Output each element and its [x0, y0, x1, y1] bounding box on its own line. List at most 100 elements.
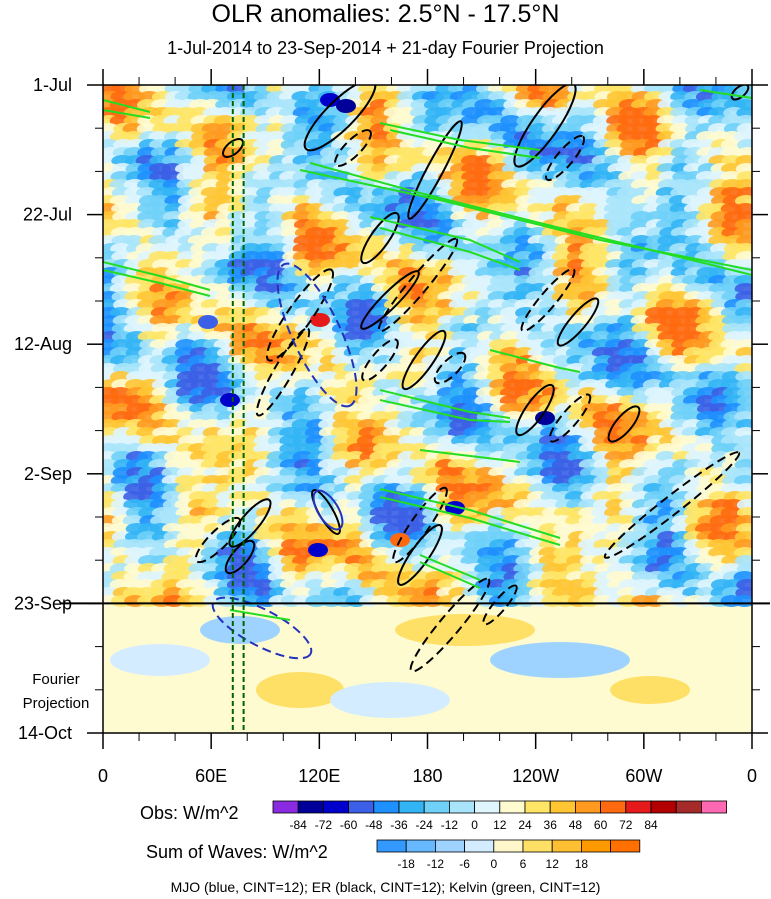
- colorbar-tick-label: 12: [546, 857, 560, 871]
- colorbar-swatch: [522, 839, 553, 853]
- er-contour: [361, 338, 399, 382]
- kelvin-contour: [379, 488, 561, 539]
- er-contour: [222, 138, 244, 158]
- er-contour: [607, 405, 641, 443]
- colorbar-swatch: [373, 800, 400, 814]
- kelvin-contour: [379, 399, 511, 423]
- kelvin-contour: [299, 169, 752, 271]
- kelvin-contour: [379, 496, 561, 546]
- x-tick-label: 60E: [195, 766, 227, 786]
- kelvin-contour: [309, 162, 752, 276]
- er-contour: [397, 524, 443, 586]
- colorbar-swatch: [551, 839, 582, 853]
- colorbar-tick-label: 48: [569, 818, 583, 832]
- forecast-blob: [200, 616, 280, 644]
- colorbar-swatch: [348, 800, 375, 814]
- kelvin-contour: [699, 89, 752, 99]
- colorbar-tick-label: 0: [471, 818, 478, 832]
- kelvin-contour: [419, 449, 521, 463]
- er-contour: [194, 516, 242, 564]
- colorbar-tick-label: 84: [644, 818, 658, 832]
- colorbar-tick-label: -60: [340, 818, 358, 832]
- colorbar-swatch: [675, 800, 702, 814]
- field-core: [320, 93, 340, 107]
- kelvin-contour: [489, 349, 581, 373]
- field-core: [308, 543, 328, 557]
- field-core: [198, 315, 218, 329]
- kelvin-contour: [379, 227, 521, 271]
- x-axis: 0 60E 120E 180 120W 60W 0: [98, 69, 757, 786]
- er-contour: [360, 270, 420, 330]
- colorbar-tick-label: 24: [518, 818, 532, 832]
- waves-colorbar-label: Sum of Waves: W/m^2: [146, 842, 328, 862]
- x-tick-label: 0: [98, 766, 108, 786]
- colorbar-tick-label: 72: [619, 818, 633, 832]
- y-tick-label: 22-Jul: [23, 205, 72, 225]
- er-contour: [265, 268, 335, 362]
- colorbar-swatch: [600, 800, 627, 814]
- kelvin-contour: [103, 269, 211, 297]
- colorbar-tick-label: -48: [365, 818, 383, 832]
- forecast-blob: [490, 642, 630, 678]
- er-contour: [482, 584, 518, 626]
- y-tick-label: 14-Oct: [18, 723, 72, 743]
- colorbar-tick-label: -72: [315, 818, 333, 832]
- kelvin-contour: [379, 389, 511, 419]
- y-tick-label: 1-Jul: [33, 75, 72, 95]
- legend-footer: MJO (blue, CINT=12); ER (black, CINT=12)…: [170, 879, 601, 895]
- colorbar-swatch: [405, 839, 436, 853]
- colorbar-tick-label: -36: [390, 818, 408, 832]
- er-contour: [548, 393, 592, 443]
- kelvin-contour: [369, 216, 521, 263]
- y-tick-label: 12-Aug: [14, 334, 72, 354]
- colorbar-swatch: [610, 839, 641, 853]
- colorbar-swatch: [448, 800, 475, 814]
- colorbar-tick-label: 0: [490, 857, 497, 871]
- colorbar-tick-label: 6: [520, 857, 527, 871]
- colorbar-swatch: [376, 839, 407, 853]
- colorbar-tick-label: -84: [290, 818, 308, 832]
- y-tick-label: 2-Sep: [24, 464, 72, 484]
- er-contour: [513, 85, 577, 168]
- colorbar-swatch: [434, 839, 465, 853]
- olr-anomaly-field: [103, 85, 752, 733]
- colorbar-swatch: [575, 800, 602, 814]
- chart-title: OLR anomalies: 2.5°N - 17.5°N: [211, 0, 560, 28]
- x-tick-label: 180: [412, 766, 442, 786]
- er-contour: [377, 237, 459, 333]
- er-contour: [407, 120, 463, 220]
- kelvin-contour: [419, 561, 481, 589]
- forecast-label-line2: Projection: [23, 695, 90, 712]
- colorbar-tick-label: -6: [459, 857, 470, 871]
- kelvin-contour: [103, 261, 211, 291]
- field-core: [535, 411, 555, 425]
- colorbar-swatch: [701, 800, 728, 814]
- er-contour: [515, 383, 555, 437]
- colorbar-tick-label: -24: [416, 818, 434, 832]
- colorbar-swatch: [650, 800, 677, 814]
- waves-colorbar: -18 -12 -6 0 6 12 18: [376, 839, 641, 871]
- er-contour: [334, 129, 372, 167]
- colorbar-swatch: [474, 800, 501, 814]
- colorbar-tick-label: 36: [544, 818, 558, 832]
- colorbar-swatch: [499, 800, 526, 814]
- colorbar-tick-label: 18: [575, 857, 589, 871]
- er-contour: [556, 297, 600, 347]
- colorbar-swatch: [464, 839, 495, 853]
- er-contour: [433, 351, 467, 385]
- kelvin-contour: [103, 109, 151, 119]
- colorbar-tick-label: -12: [427, 857, 445, 871]
- x-tick-label: 120E: [298, 766, 340, 786]
- y-axis: 1-Jul 22-Jul 12-Aug 2-Sep 23-Sep 14-Oct: [14, 75, 768, 743]
- field-core: [220, 393, 240, 407]
- colorbar-swatch: [297, 800, 324, 814]
- x-tick-label: 60W: [625, 766, 662, 786]
- x-tick-label: 120W: [512, 766, 559, 786]
- field-core: [336, 99, 356, 113]
- er-contour: [255, 327, 311, 417]
- kelvin-contour: [379, 122, 541, 151]
- er-contour: [409, 577, 491, 673]
- forecast-blob: [610, 676, 690, 704]
- er-contour: [360, 211, 400, 265]
- wave-contours: [103, 85, 752, 733]
